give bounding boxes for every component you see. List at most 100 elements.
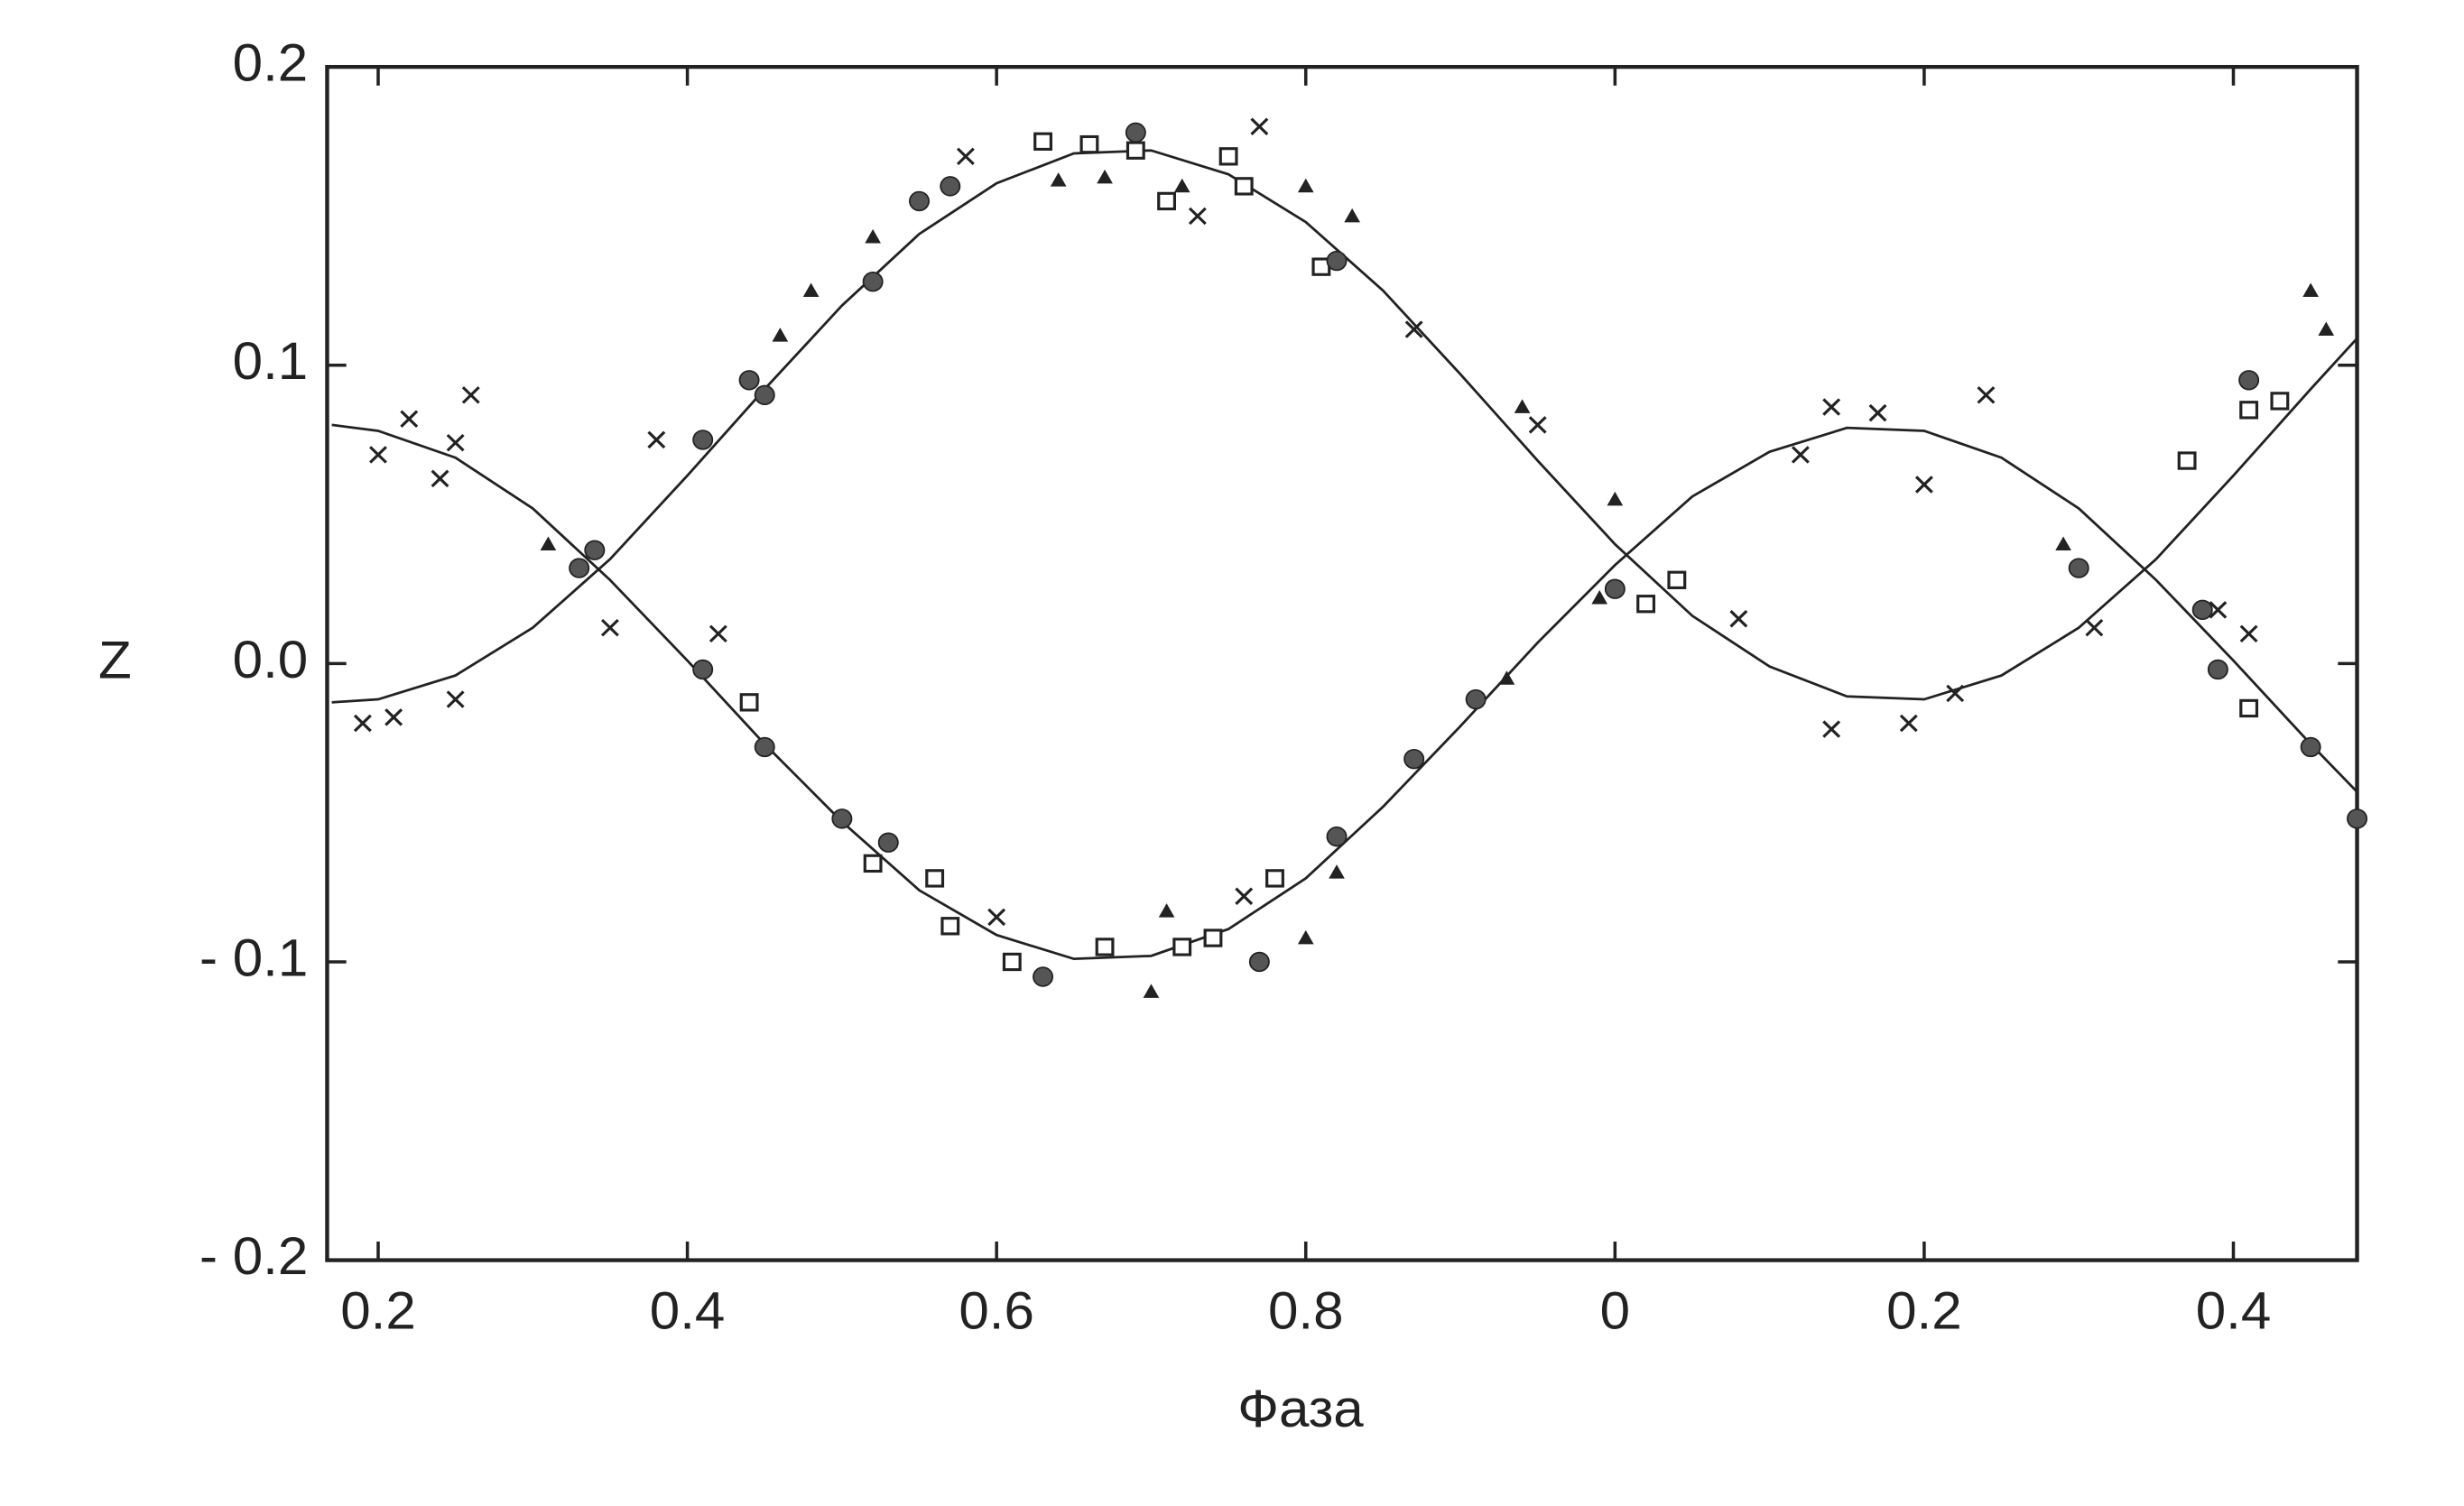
- triangle-point: [2318, 321, 2335, 336]
- y-tick-label: - 0.2: [199, 1226, 308, 1286]
- triangle-point: [1050, 172, 1067, 187]
- circle-point: [738, 370, 760, 391]
- circle-point: [2300, 736, 2321, 758]
- triangle-point: [1344, 208, 1360, 223]
- triangle-point: [2055, 536, 2071, 551]
- square-point: [739, 693, 759, 712]
- square-point: [1172, 938, 1192, 956]
- circle-point: [754, 736, 775, 758]
- circle-point: [1033, 966, 1054, 987]
- cross-point: [956, 147, 975, 166]
- square-point: [1667, 570, 1687, 589]
- triangle-point: [1514, 399, 1531, 413]
- square-point: [1234, 177, 1254, 196]
- y-tick-label: 0.0: [233, 630, 309, 689]
- circle-point: [692, 659, 714, 680]
- cross-point: [461, 386, 480, 404]
- circle-point: [569, 558, 590, 578]
- circle-point: [692, 430, 714, 450]
- circle-point: [1403, 748, 1425, 770]
- square-point: [1157, 191, 1177, 211]
- cross-point: [1822, 398, 1841, 416]
- fit-curve: [331, 423, 2358, 961]
- circle-point: [2191, 599, 2213, 621]
- cross-point: [600, 618, 619, 637]
- cross-point: [987, 908, 1006, 927]
- cross-point: [709, 624, 727, 643]
- x-tick-label: 0.4: [650, 1280, 726, 1340]
- circle-point: [862, 271, 884, 292]
- triangle-point: [1158, 903, 1175, 918]
- plot-frame: [325, 64, 2359, 1262]
- circle-point: [1465, 688, 1487, 710]
- x-tick-label: 0: [1600, 1280, 1630, 1340]
- cross-point: [384, 708, 403, 726]
- square-point: [1203, 929, 1223, 947]
- square-point: [1265, 869, 1284, 888]
- triangle-point: [2302, 282, 2319, 297]
- circle-point: [2068, 558, 2089, 578]
- cross-point: [1528, 416, 1547, 434]
- circle-point: [1604, 578, 1626, 599]
- cross-point: [1188, 207, 1207, 226]
- triangle-point: [1329, 864, 1345, 879]
- triangle-point: [1297, 929, 1314, 945]
- square-point: [1079, 134, 1099, 154]
- circle-point: [1125, 122, 1146, 143]
- cross-point: [1235, 887, 1254, 905]
- triangle-point: [1173, 178, 1190, 193]
- cross-point: [647, 430, 666, 449]
- x-tick-label: 0.8: [1268, 1280, 1344, 1340]
- circle-point: [877, 832, 899, 853]
- square-point: [863, 854, 883, 873]
- cross-point: [1404, 320, 1423, 338]
- y-tick-label: - 0.1: [199, 928, 308, 987]
- triangle-point: [540, 536, 557, 551]
- circle-point: [940, 176, 961, 197]
- square-point: [1033, 132, 1052, 151]
- cross-point: [2239, 624, 2258, 643]
- x-axis-label: Фаза: [1237, 1379, 1364, 1438]
- y-axis-label: Z: [98, 630, 132, 689]
- triangle-point: [1097, 169, 1113, 184]
- cross-point: [353, 714, 372, 733]
- cross-point: [1946, 684, 1965, 703]
- cross-point: [446, 433, 465, 452]
- square-point: [940, 917, 960, 936]
- x-tick-label: 0.4: [2196, 1280, 2272, 1340]
- cross-point: [1914, 476, 1933, 494]
- x-tick-label: 0.2: [340, 1280, 416, 1340]
- y-tick-label: 0.2: [233, 32, 309, 92]
- square-point: [1125, 141, 1145, 160]
- triangle-point: [1607, 491, 1624, 506]
- square-point: [925, 869, 945, 888]
- circle-point: [1326, 826, 1348, 847]
- cross-point: [2209, 601, 2228, 619]
- circle-point: [831, 808, 853, 829]
- triangle-point: [1591, 590, 1608, 605]
- cross-point: [1791, 446, 1810, 464]
- triangle-point: [1297, 178, 1314, 193]
- square-point: [2270, 392, 2290, 411]
- cross-point: [1899, 714, 1918, 733]
- cross-point: [1250, 117, 1269, 135]
- cross-point: [431, 469, 449, 488]
- cross-point: [446, 690, 465, 708]
- cross-point: [1868, 403, 1887, 422]
- circle-point: [909, 190, 931, 212]
- cross-point: [2085, 618, 2104, 637]
- triangle-point: [772, 328, 789, 342]
- cross-point: [1977, 386, 1996, 404]
- fit-curve: [331, 149, 2358, 704]
- square-point: [2239, 698, 2259, 718]
- circle-point: [754, 384, 775, 406]
- circle-point: [2238, 370, 2260, 391]
- square-point: [1218, 147, 1238, 166]
- x-tick-label: 0.2: [1886, 1280, 1962, 1340]
- triangle-point: [802, 282, 820, 297]
- y-tick-label: 0.1: [233, 331, 309, 391]
- triangle-point: [1498, 670, 1515, 685]
- square-point: [1636, 595, 1656, 614]
- cross-point: [1822, 720, 1841, 738]
